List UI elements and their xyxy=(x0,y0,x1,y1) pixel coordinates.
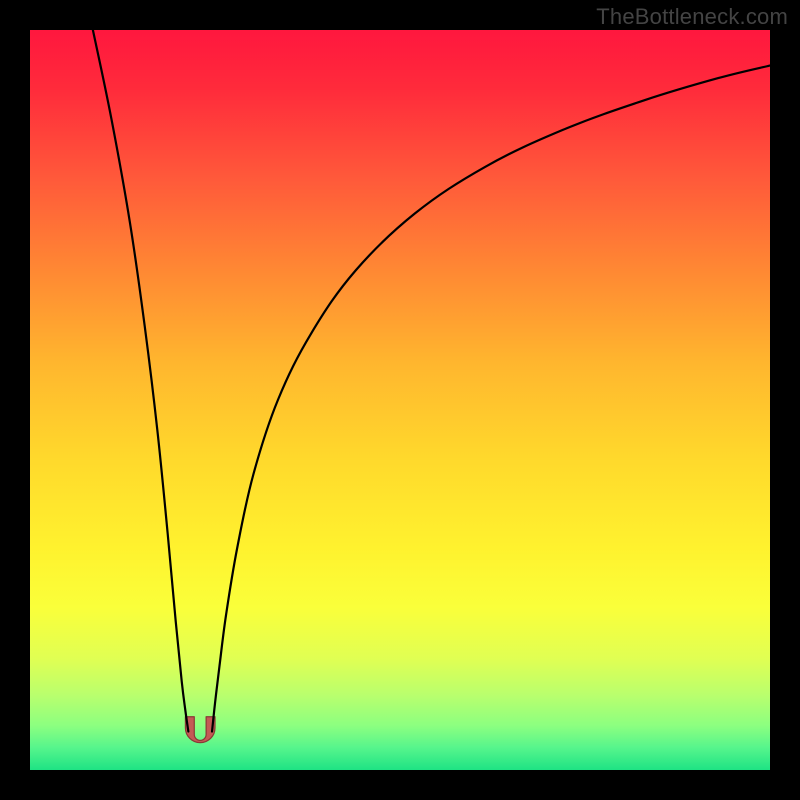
bottleneck-chart xyxy=(0,0,800,800)
gradient-background xyxy=(30,30,770,770)
chart-container: TheBottleneck.com xyxy=(0,0,800,800)
watermark-text: TheBottleneck.com xyxy=(596,4,788,30)
